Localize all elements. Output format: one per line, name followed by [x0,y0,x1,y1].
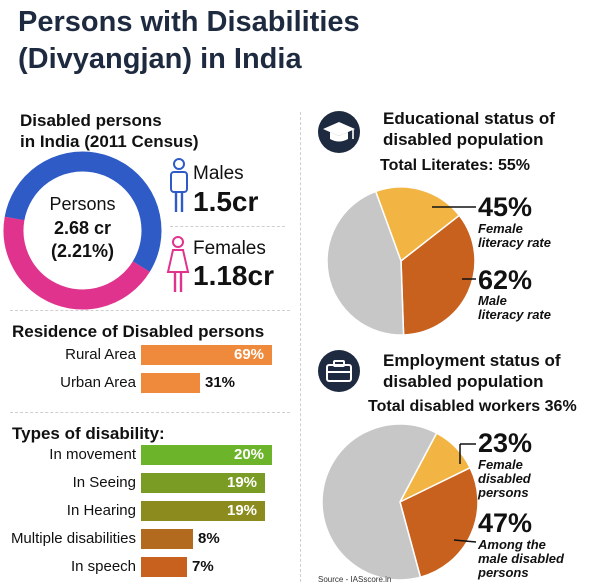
employment-heading-line-1: Employment status of [383,351,561,370]
bar-value-1: 19% [227,474,258,491]
census-donut-segments [3,151,162,310]
bar-value-2: 19% [227,502,258,519]
employment-pie-slices [321,423,479,581]
types-heading: Types of disability: [12,424,165,443]
bar-label-1: Urban Area [60,374,136,391]
section-divider-1 [10,310,290,311]
bar-value-0: 69% [234,346,265,363]
education-leader-lines [432,206,476,280]
bar-label-0: In movement [49,446,136,463]
census-heading: Disabled persons in India (2011 Census) [20,110,199,152]
education-female-caption-line-2: literacy rate [478,235,551,250]
employment-leader-lines [453,443,477,543]
donut-center-label: Persons [49,194,116,214]
employment-male-caption: Among the male disabled persons [478,538,564,580]
education-female-pct: 45% [478,192,533,222]
employment-male-caption-line-3: persons [478,565,529,580]
employment-female-caption-line-1: Female [478,457,523,472]
employment-female-caption: Female disabled persons [478,458,531,500]
bar-4 [141,557,187,577]
emp-pie-slice-1 [399,466,479,579]
employment-male-caption-line-2: male disabled [478,551,564,566]
donut-center-value: 2.68 cr [53,218,112,238]
male-icon [170,158,188,212]
employment-pie [321,423,479,581]
education-total: Total Literates: 55% [380,157,530,174]
employment-male-caption-line-1: Among the [478,537,546,552]
bar-1 [141,373,200,393]
education-male-caption: Male literacy rate [478,294,551,322]
bar-label-2: In Hearing [66,502,136,519]
briefcase-icon [318,350,360,392]
education-pie-slices [326,186,476,336]
column-divider [300,112,301,582]
education-heading-line-2: disabled population [383,130,544,149]
census-heading-line-2: in India (2011 Census) [20,132,199,151]
males-label: Males [193,163,244,184]
females-value: 1.18cr [193,260,274,291]
employment-heading: Employment status of disabled population [383,350,561,392]
bar-label-4: In speech [70,558,136,575]
edu-pie-slice-1 [400,214,476,336]
census-heading-line-1: Disabled persons [20,111,162,130]
census-donut [3,151,162,310]
education-male-caption-line-2: literacy rate [478,307,551,322]
education-male-caption-line-1: Male [478,293,507,308]
education-pie [326,186,476,336]
bar-value-4: 7% [192,558,214,575]
bar-value-3: 8% [198,530,220,547]
bar-label-3: Multiple disabilities [10,530,136,547]
bar-3 [141,529,193,549]
bar-1 [141,473,265,493]
bar-0 [141,345,272,365]
education-female-caption-line-1: Female [478,221,523,236]
emp-pie-slice-2 [321,423,438,581]
edu-pie-slice-2 [326,190,405,336]
education-heading: Educational status of disabled populatio… [383,108,555,150]
employment-female-caption-line-2: disabled [478,471,531,486]
graduation-cap-icon [318,111,360,153]
bar-value-0: 20% [234,446,265,463]
residence-heading: Residence of Disabled persons [12,322,265,341]
bar-2 [141,501,265,521]
gender-divider [170,226,285,227]
females-label: Females [193,238,266,259]
employment-heading-line-2: disabled population [383,372,544,391]
bar-value-1: 31% [205,374,236,391]
employment-male-pct: 47% [478,508,533,538]
source-note: Source - IASscore.in [318,575,392,584]
edu-pie-slice-0 [374,186,461,263]
education-female-caption: Female literacy rate [478,222,551,250]
page-title: Persons with Disabilities (Divyangjan) i… [18,4,360,78]
donut-center-pct: (2.21%) [50,241,115,261]
employment-female-pct: 23% [478,428,533,458]
education-male-pct: 62% [478,265,533,295]
census-donut-center: Persons 2.68 cr (2.21%) [0,148,165,313]
bar-label-1: In Seeing [72,474,136,491]
bar-label-0: Rural Area [65,346,136,363]
males-value: 1.5cr [193,186,259,217]
education-heading-line-1: Educational status of [383,109,555,128]
female-icon [166,236,190,292]
employment-total: Total disabled workers 36% [368,398,577,415]
title-line-2: (Divyangjan) in India [18,43,302,75]
section-divider-2 [10,412,290,413]
employment-female-caption-line-3: persons [478,485,529,500]
bar-0 [141,445,272,465]
title-line-1: Persons with Disabilities [18,6,360,38]
